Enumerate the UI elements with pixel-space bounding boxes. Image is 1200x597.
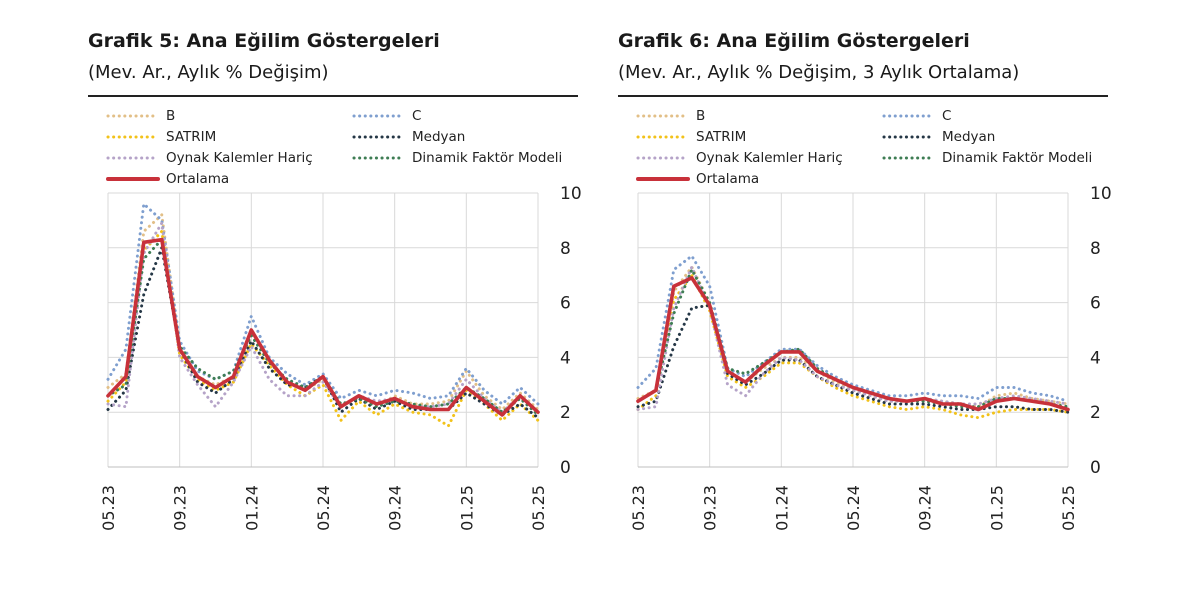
series-line-ortalama bbox=[106, 237, 540, 417]
x-tick-label: 09.23 bbox=[171, 485, 190, 531]
series-group bbox=[106, 202, 540, 428]
chart-panel-grafik-5: Grafik 5: Ana Eğilim Göstergeleri (Mev. … bbox=[88, 0, 628, 597]
legend-label: Medyan bbox=[412, 129, 466, 145]
x-tick-label: 01.25 bbox=[987, 485, 1006, 531]
legend-label: C bbox=[942, 108, 952, 124]
legend-item-ortalama: Ortalama bbox=[106, 169, 229, 189]
y-tick-label: 4 bbox=[560, 348, 571, 368]
series-group bbox=[636, 254, 1070, 420]
legend-item-c: C bbox=[352, 106, 421, 126]
legend-item-oynak: Oynak Kalemler Hariç bbox=[106, 148, 313, 168]
legend-item-medyan: Medyan bbox=[882, 127, 995, 147]
y-tick-label: 0 bbox=[560, 458, 571, 478]
legend-label: Dinamik Faktör Modeli bbox=[412, 150, 563, 166]
legend-item-b: B bbox=[106, 106, 175, 126]
legend-item-satrim: SATRIM bbox=[106, 127, 216, 147]
y-tick-label: 8 bbox=[560, 239, 571, 259]
series-line-medyan bbox=[106, 246, 540, 420]
y-tick-label: 4 bbox=[1090, 348, 1101, 368]
title-divider bbox=[618, 95, 1108, 97]
chart-legend: B C SATRIM Medyan Oynak Kalemler Hariç D… bbox=[636, 106, 1126, 192]
legend-label: Medyan bbox=[942, 129, 996, 145]
series-line-medyan bbox=[636, 303, 1070, 414]
x-tick-label: 05.23 bbox=[629, 485, 648, 531]
y-axis: 0 2 4 6 8 10 bbox=[560, 184, 582, 478]
x-tick-label: 01.25 bbox=[457, 485, 476, 531]
x-tick-label: 05.23 bbox=[99, 485, 118, 531]
legend-item-satrim: SATRIM bbox=[636, 127, 746, 147]
x-axis: 05.23 09.23 01.24 05.24 09.24 01.25 05.25 bbox=[99, 485, 548, 531]
x-axis: 05.23 09.23 01.24 05.24 09.24 01.25 05.25 bbox=[629, 485, 1078, 531]
legend-item-medyan: Medyan bbox=[352, 127, 465, 147]
x-tick-label: 09.24 bbox=[916, 485, 935, 531]
chart-legend: B C SATRIM Medyan Oynak Kalemler Hariç D… bbox=[106, 106, 596, 192]
x-tick-label: 05.25 bbox=[1059, 485, 1078, 531]
legend-label: SATRIM bbox=[696, 129, 747, 145]
x-tick-label: 05.24 bbox=[844, 485, 863, 531]
legend-label: B bbox=[166, 108, 176, 124]
legend-label: Dinamik Faktör Modeli bbox=[942, 150, 1093, 166]
legend-item-b: B bbox=[636, 106, 705, 126]
legend-swatch-ortalama bbox=[636, 177, 690, 181]
y-tick-label: 0 bbox=[1090, 458, 1101, 478]
chart-subtitle: (Mev. Ar., Aylık % Değişim, 3 Aylık Orta… bbox=[618, 62, 1020, 83]
y-tick-label: 10 bbox=[1090, 184, 1112, 204]
legend-item-dfm: Dinamik Faktör Modeli bbox=[882, 148, 1092, 168]
legend-item-ortalama: Ortalama bbox=[636, 169, 759, 189]
legend-item-c: C bbox=[882, 106, 951, 126]
y-tick-label: 8 bbox=[1090, 239, 1101, 259]
y-tick-label: 2 bbox=[560, 403, 571, 423]
chart-title: Grafik 6: Ana Eğilim Göstergeleri bbox=[618, 30, 970, 52]
legend-item-dfm: Dinamik Faktör Modeli bbox=[352, 148, 562, 168]
chart-subtitle: (Mev. Ar., Aylık % Değişim) bbox=[88, 62, 329, 83]
legend-swatch-ortalama bbox=[106, 177, 160, 181]
chart-panel-grafik-6: Grafik 6: Ana Eğilim Göstergeleri (Mev. … bbox=[618, 0, 1158, 597]
gridlines bbox=[107, 192, 539, 468]
series-line-oynak-kalemler-haric bbox=[106, 221, 540, 414]
x-tick-label: 09.23 bbox=[701, 485, 720, 531]
y-tick-label: 10 bbox=[560, 184, 582, 204]
y-axis: 0 2 4 6 8 10 bbox=[1090, 184, 1112, 478]
legend-label: Ortalama bbox=[166, 171, 230, 187]
x-tick-label: 05.25 bbox=[529, 485, 548, 531]
legend-label: C bbox=[412, 108, 422, 124]
gridlines bbox=[637, 192, 1069, 468]
series-line-ortalama bbox=[636, 276, 1070, 412]
legend-label: Oynak Kalemler Hariç bbox=[696, 150, 843, 166]
y-tick-label: 6 bbox=[1090, 294, 1101, 314]
chart-title: Grafik 5: Ana Eğilim Göstergeleri bbox=[88, 30, 440, 52]
legend-item-oynak: Oynak Kalemler Hariç bbox=[636, 148, 843, 168]
x-tick-label: 01.24 bbox=[242, 485, 261, 531]
legend-label: B bbox=[696, 108, 706, 124]
series-line-c bbox=[106, 202, 540, 406]
x-tick-label: 05.24 bbox=[314, 485, 333, 531]
legend-label: SATRIM bbox=[166, 129, 217, 145]
series-line-c bbox=[636, 254, 1070, 403]
title-divider bbox=[88, 95, 578, 97]
legend-label: Oynak Kalemler Hariç bbox=[166, 150, 313, 166]
y-tick-label: 6 bbox=[560, 294, 571, 314]
x-tick-label: 01.24 bbox=[772, 485, 791, 531]
legend-label: Ortalama bbox=[696, 171, 760, 187]
x-tick-label: 09.24 bbox=[386, 485, 405, 531]
y-tick-label: 2 bbox=[1090, 403, 1101, 423]
